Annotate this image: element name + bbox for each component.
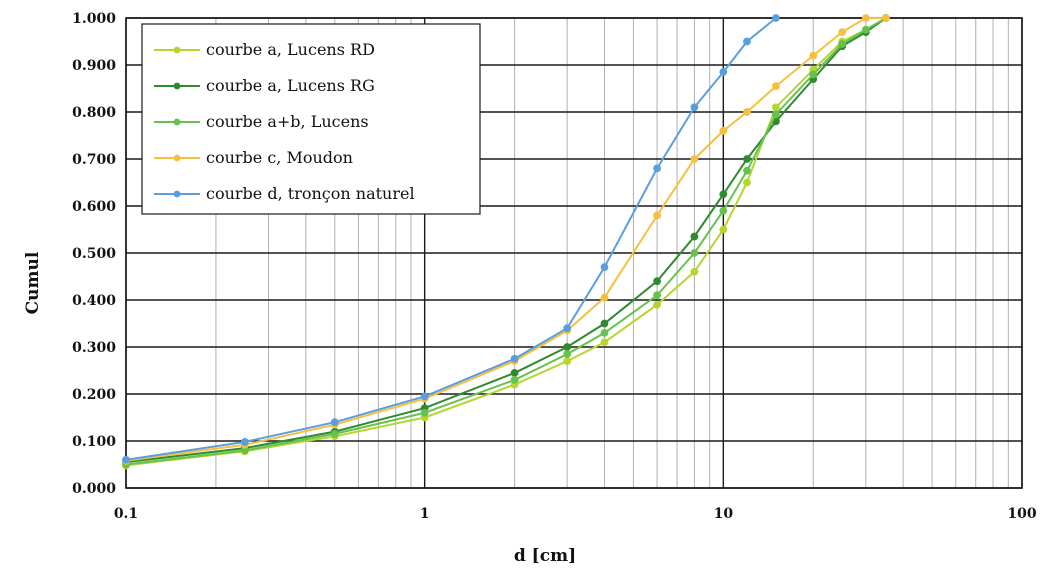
data-point: [420, 408, 429, 417]
series-line: [125, 17, 887, 464]
legend-item: courbe d, tronçon naturel: [154, 184, 415, 203]
y-tick-label: 1.000: [72, 11, 116, 27]
data-point: [809, 70, 818, 79]
legend: courbe a, Lucens RD courbe a, Lucens RG co…: [141, 23, 481, 215]
data-point: [330, 418, 339, 427]
data-point: [653, 300, 661, 309]
data-point: [719, 190, 728, 199]
y-tick-label: 0.100: [72, 434, 116, 450]
data-point: [510, 368, 519, 377]
legend-swatch-marker: [173, 82, 181, 90]
legend-swatch-marker: [173, 46, 181, 54]
data-point: [690, 103, 699, 112]
legend-swatch-marker: [173, 154, 181, 162]
series-line: [125, 17, 777, 461]
y-tick-label: 0.800: [72, 105, 116, 121]
data-point: [743, 178, 751, 187]
legend-label: courbe a, Lucens RD: [206, 40, 375, 59]
legend-swatch-marker: [173, 118, 181, 126]
y-tick-label: 0.000: [72, 481, 116, 497]
data-point: [772, 82, 780, 91]
data-point: [563, 324, 572, 333]
data-point: [881, 14, 890, 22]
data-point: [600, 319, 609, 328]
series-5: [122, 14, 780, 464]
y-tick-label: 0.300: [72, 340, 116, 356]
data-point: [719, 68, 728, 76]
data-point: [690, 232, 699, 241]
data-point: [653, 211, 661, 220]
y-tick-label: 0.600: [72, 199, 116, 215]
data-point: [743, 37, 751, 46]
y-axis-label: Cumul: [23, 251, 43, 314]
data-point: [510, 376, 519, 384]
data-point: [743, 155, 751, 163]
legend-item: courbe a+b, Lucens: [154, 112, 369, 131]
data-point: [653, 277, 661, 286]
x-tick-label: 10: [714, 506, 734, 522]
legend-swatch-marker: [173, 190, 181, 198]
legend-item: courbe a, Lucens RG: [154, 76, 375, 95]
x-tick-labels: 0.1 1 10 100: [114, 506, 1037, 522]
data-point: [690, 267, 699, 276]
data-point: [743, 108, 751, 116]
legend-label: courbe c, Moudon: [206, 148, 353, 167]
y-tick-label: 0.500: [72, 246, 116, 262]
data-point: [563, 350, 572, 358]
data-point: [838, 39, 847, 48]
y-tick-label: 0.200: [72, 387, 116, 403]
data-point: [330, 430, 339, 438]
data-point: [809, 51, 818, 60]
data-point: [600, 263, 609, 272]
series-line: [125, 17, 887, 467]
series-3: [122, 14, 890, 469]
data-point: [772, 14, 780, 22]
y-tick-label: 0.900: [72, 58, 116, 74]
y-tick-label: 0.700: [72, 152, 116, 168]
data-point: [653, 164, 661, 173]
data-point: [563, 343, 572, 351]
data-point: [838, 28, 847, 36]
data-point: [600, 338, 609, 347]
data-point: [861, 25, 870, 34]
data-point: [653, 291, 661, 300]
data-point: [563, 357, 572, 366]
data-point: [690, 249, 699, 257]
data-point: [420, 392, 429, 401]
data-point: [510, 354, 519, 363]
data-point: [743, 166, 751, 175]
legend-label: courbe a+b, Lucens: [206, 112, 369, 131]
data-point: [122, 455, 130, 464]
legend-label: courbe d, tronçon naturel: [206, 184, 415, 203]
x-axis-label: d [cm]: [514, 546, 576, 566]
x-tick-label: 100: [1007, 506, 1036, 522]
data-point: [690, 155, 699, 163]
data-point: [719, 206, 728, 215]
x-tick-label: 0.1: [114, 506, 138, 522]
y-tick-label: 0.400: [72, 293, 116, 309]
data-point: [600, 329, 609, 337]
data-point: [861, 14, 870, 22]
data-point: [240, 438, 249, 446]
legend-label: courbe a, Lucens RG: [206, 76, 375, 95]
data-point: [600, 293, 609, 302]
series-line: [125, 17, 887, 466]
data-point: [772, 103, 780, 112]
series-layer: [122, 14, 890, 470]
legend-box: [141, 23, 481, 215]
series-line: [125, 17, 886, 462]
data-point: [772, 110, 780, 119]
legend-item: courbe c, Moudon: [154, 148, 353, 167]
plot-border: [125, 17, 1023, 489]
data-point: [719, 225, 728, 234]
x-tick-label: 1: [420, 506, 430, 522]
legend-item: courbe a, Lucens RD: [154, 40, 375, 59]
y-tick-labels: 0.000 0.100 0.200 0.300 0.400 0.500 0.600 0.700…: [72, 11, 116, 497]
data-point: [719, 126, 728, 135]
